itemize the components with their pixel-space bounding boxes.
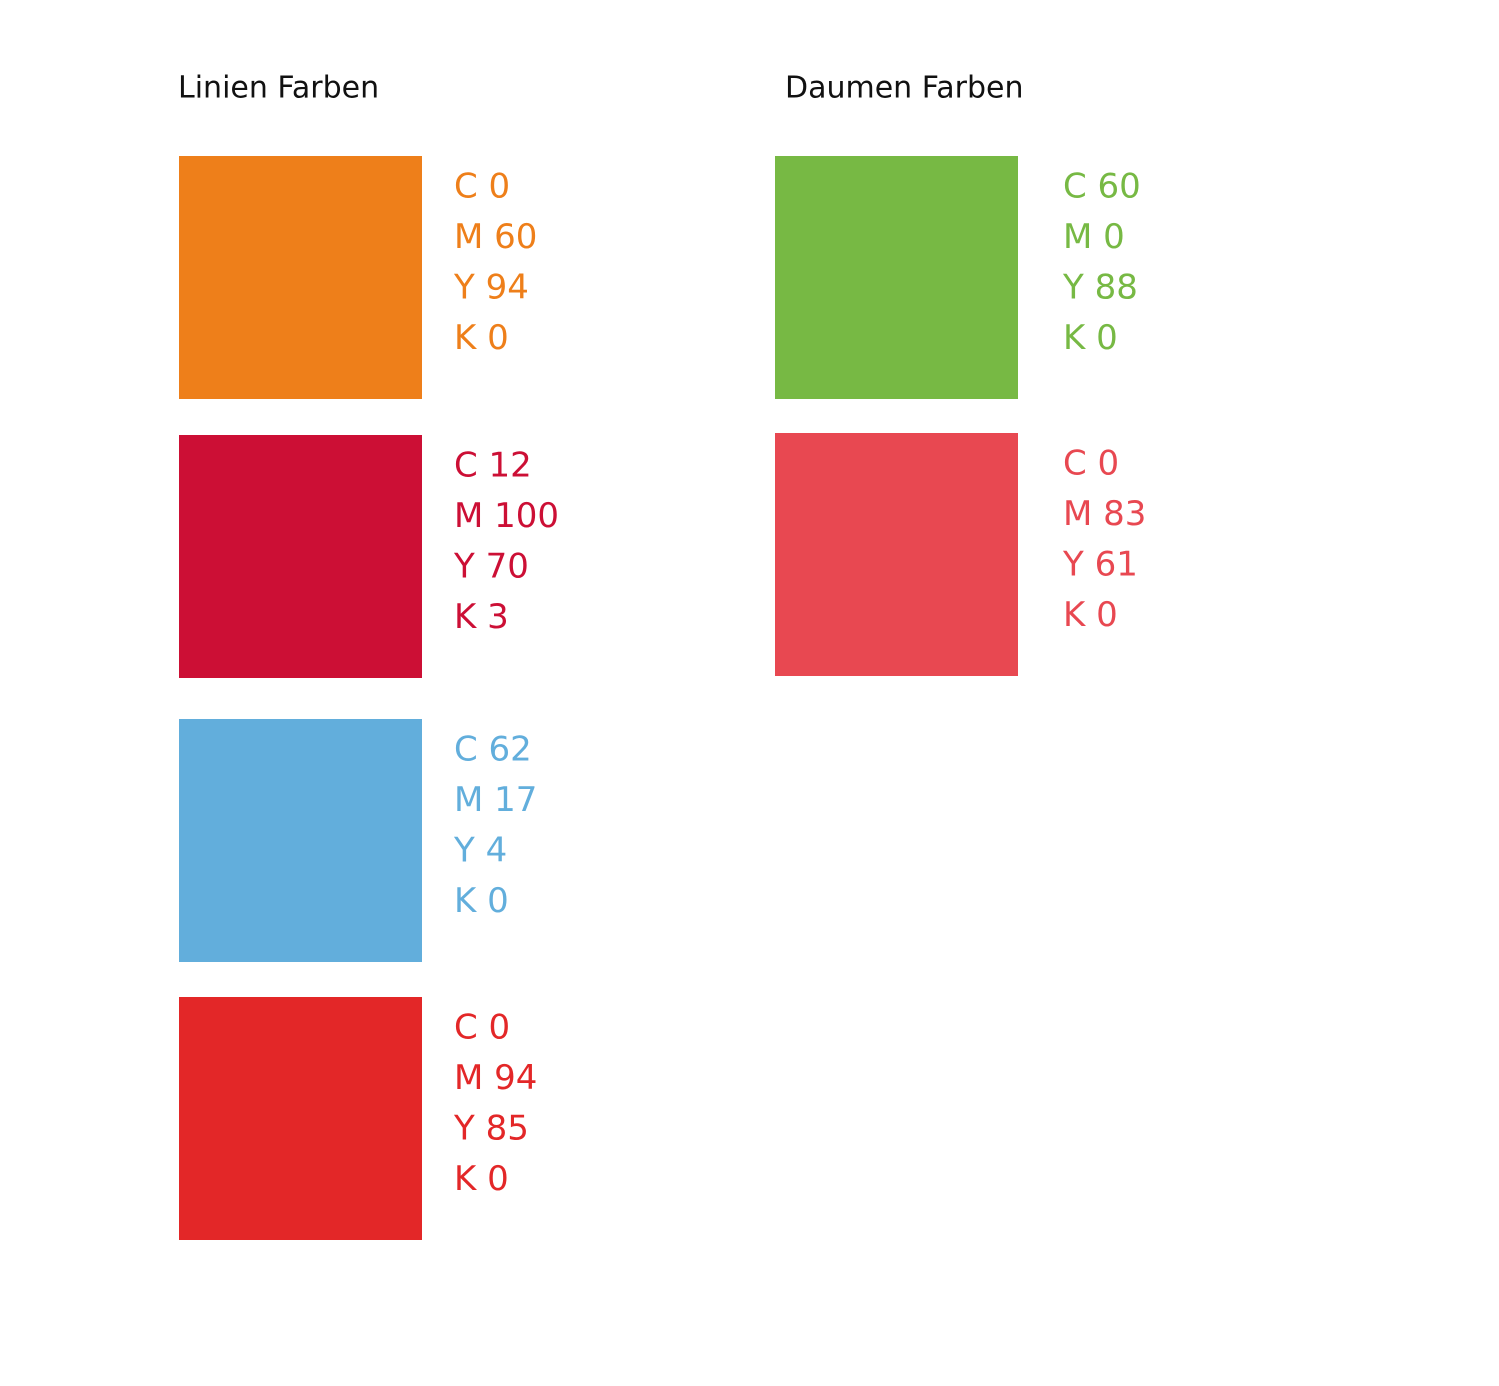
color-value: C 0 bbox=[454, 167, 510, 207]
color-swatch bbox=[179, 997, 422, 1240]
color-value: Y 88 bbox=[1062, 268, 1138, 308]
color-value: K 0 bbox=[1063, 595, 1118, 635]
color-value: K 0 bbox=[454, 881, 509, 921]
color-value: M 100 bbox=[454, 496, 559, 536]
group-title: Linien Farben bbox=[178, 71, 379, 106]
color-value: M 83 bbox=[1063, 494, 1146, 534]
color-swatch bbox=[775, 433, 1018, 676]
color-value: C 60 bbox=[1063, 167, 1141, 207]
color-value: Y 4 bbox=[453, 831, 507, 871]
color-value: M 60 bbox=[454, 217, 537, 257]
color-swatch bbox=[179, 156, 422, 399]
color-value: M 94 bbox=[454, 1058, 537, 1098]
color-value: M 17 bbox=[454, 780, 537, 820]
color-value: C 0 bbox=[1063, 444, 1119, 484]
color-value: C 62 bbox=[454, 730, 532, 770]
color-value: K 0 bbox=[454, 318, 509, 358]
color-value: K 3 bbox=[454, 597, 509, 637]
color-value: K 0 bbox=[1063, 318, 1118, 358]
color-value: C 12 bbox=[454, 446, 532, 486]
color-swatch bbox=[179, 435, 422, 678]
color-swatch bbox=[179, 719, 422, 962]
color-value: C 0 bbox=[454, 1008, 510, 1048]
color-value: M 0 bbox=[1063, 217, 1125, 257]
color-value: Y 70 bbox=[453, 547, 529, 587]
group-title: Daumen Farben bbox=[785, 71, 1023, 106]
color-value: Y 94 bbox=[453, 268, 529, 308]
color-value: K 0 bbox=[454, 1159, 509, 1199]
color-value: Y 85 bbox=[453, 1109, 529, 1149]
color-value: Y 61 bbox=[1062, 545, 1138, 585]
color-swatch bbox=[775, 156, 1018, 399]
